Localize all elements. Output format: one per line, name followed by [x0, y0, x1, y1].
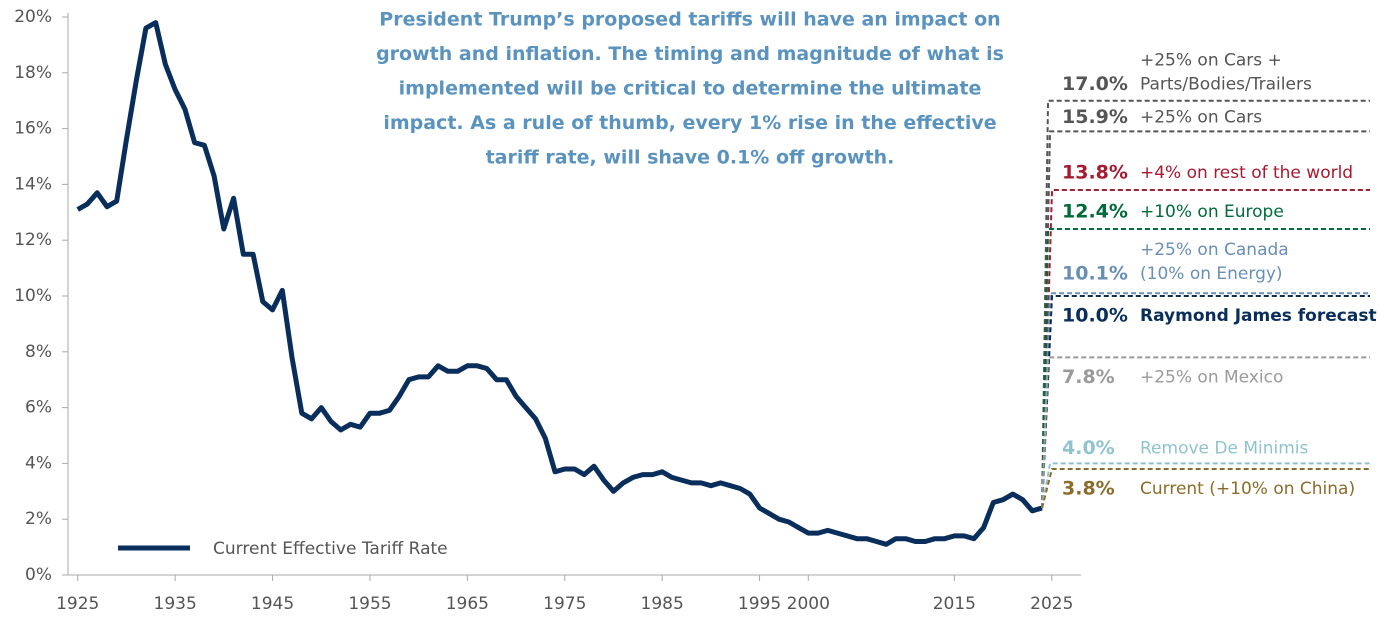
scenario-value: 10.0%	[1062, 305, 1128, 327]
scenario-label: (10% on Energy)	[1140, 264, 1283, 284]
x-tick-label: 1925	[56, 594, 99, 614]
x-tick-label: 2025	[1030, 594, 1073, 614]
x-tick-label: 1945	[251, 594, 294, 614]
y-tick-label: 2%	[25, 509, 52, 529]
chart-title: implemented will be critical to determin…	[399, 78, 982, 100]
scenario-value: 10.1%	[1062, 263, 1128, 285]
chart-title: growth and inflation. The timing and mag…	[376, 43, 1004, 65]
x-tick-label: 2015	[933, 594, 976, 614]
chart-title: tariff rate, will shave 0.1% off growth.	[486, 147, 895, 169]
y-tick-label: 4%	[25, 453, 52, 473]
y-tick-label: 18%	[14, 63, 52, 83]
legend-label: Current Effective Tariff Rate	[213, 539, 448, 559]
x-tick-label: 1975	[543, 594, 586, 614]
y-tick-label: 12%	[14, 230, 52, 250]
scenario-line	[1041, 462, 1370, 509]
scenario-label: Remove De Minimis	[1140, 438, 1309, 458]
y-tick-label: 14%	[14, 174, 52, 194]
scenario-label: +25% on Mexico	[1140, 367, 1283, 387]
scenario-label: +25% on Cars +	[1140, 51, 1282, 71]
x-tick-label: 1965	[446, 594, 489, 614]
scenario-line	[1041, 295, 1370, 509]
scenario-value: 7.8%	[1062, 366, 1115, 388]
y-tick-label: 10%	[14, 286, 52, 306]
scenario-label: +4% on rest of the world	[1140, 163, 1353, 183]
scenario-value: 17.0%	[1062, 73, 1128, 95]
scenario-line	[1041, 467, 1370, 509]
y-tick-label: 0%	[25, 565, 52, 585]
scenario-value: 15.9%	[1062, 106, 1128, 128]
scenario-label: Raymond James forecast	[1140, 306, 1377, 326]
y-tick-label: 8%	[25, 342, 52, 362]
series-line	[76, 20, 1043, 547]
y-tick-label: 20%	[14, 7, 52, 27]
scenario-value: 3.8%	[1062, 477, 1115, 499]
scenario-line	[1041, 188, 1370, 509]
scenario-label: +25% on Cars	[1140, 107, 1262, 127]
x-tick-label: 1995	[738, 594, 781, 614]
x-tick-label: 1955	[348, 594, 391, 614]
x-tick-label: 1935	[154, 594, 197, 614]
scenario-line	[1041, 130, 1370, 509]
x-tick-label: 2000	[787, 594, 830, 614]
y-tick-label: 6%	[25, 398, 52, 418]
chart-title: impact. As a rule of thumb, every 1% ris…	[383, 112, 996, 134]
scenario-value: 13.8%	[1062, 161, 1128, 183]
scenario-label: Parts/Bodies/Trailers	[1140, 75, 1312, 95]
scenario-line	[1041, 292, 1370, 509]
x-tick-label: 1985	[641, 594, 684, 614]
scenario-value: 12.4%	[1062, 201, 1128, 223]
scenario-label: +25% on Canada	[1140, 240, 1289, 260]
scenario-line	[1041, 356, 1370, 509]
scenario-label: Current (+10% on China)	[1140, 479, 1355, 499]
scenario-label: +10% on Europe	[1140, 202, 1284, 222]
scenario-value: 4.0%	[1062, 437, 1115, 459]
chart-title: President Trump’s proposed tariffs will …	[379, 9, 1000, 31]
y-tick-label: 16%	[14, 119, 52, 139]
